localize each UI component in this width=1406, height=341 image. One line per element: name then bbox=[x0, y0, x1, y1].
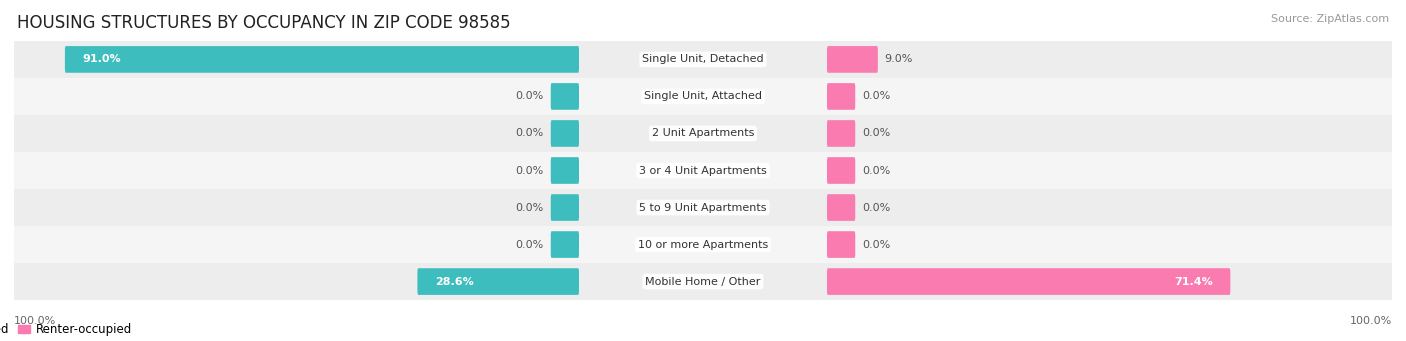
FancyBboxPatch shape bbox=[551, 120, 579, 147]
FancyBboxPatch shape bbox=[827, 231, 855, 258]
FancyBboxPatch shape bbox=[14, 189, 1392, 226]
FancyBboxPatch shape bbox=[65, 46, 579, 73]
Text: Source: ZipAtlas.com: Source: ZipAtlas.com bbox=[1271, 14, 1389, 24]
Text: 0.0%: 0.0% bbox=[516, 91, 544, 102]
Text: 0.0%: 0.0% bbox=[862, 165, 890, 176]
Text: Single Unit, Detached: Single Unit, Detached bbox=[643, 55, 763, 64]
FancyBboxPatch shape bbox=[418, 268, 579, 295]
FancyBboxPatch shape bbox=[551, 194, 579, 221]
FancyBboxPatch shape bbox=[14, 226, 1392, 263]
FancyBboxPatch shape bbox=[827, 194, 855, 221]
Text: 0.0%: 0.0% bbox=[516, 239, 544, 250]
Text: Single Unit, Attached: Single Unit, Attached bbox=[644, 91, 762, 102]
Text: 0.0%: 0.0% bbox=[862, 129, 890, 138]
Text: 2 Unit Apartments: 2 Unit Apartments bbox=[652, 129, 754, 138]
Text: 9.0%: 9.0% bbox=[884, 55, 912, 64]
FancyBboxPatch shape bbox=[827, 268, 1230, 295]
FancyBboxPatch shape bbox=[14, 263, 1392, 300]
FancyBboxPatch shape bbox=[827, 157, 855, 184]
Text: 71.4%: 71.4% bbox=[1174, 277, 1213, 286]
Text: 0.0%: 0.0% bbox=[516, 203, 544, 212]
Text: 0.0%: 0.0% bbox=[862, 203, 890, 212]
Text: 3 or 4 Unit Apartments: 3 or 4 Unit Apartments bbox=[640, 165, 766, 176]
Text: 0.0%: 0.0% bbox=[516, 129, 544, 138]
FancyBboxPatch shape bbox=[14, 115, 1392, 152]
FancyBboxPatch shape bbox=[14, 152, 1392, 189]
Text: 100.0%: 100.0% bbox=[1350, 316, 1392, 326]
FancyBboxPatch shape bbox=[14, 41, 1392, 78]
Text: HOUSING STRUCTURES BY OCCUPANCY IN ZIP CODE 98585: HOUSING STRUCTURES BY OCCUPANCY IN ZIP C… bbox=[17, 14, 510, 32]
FancyBboxPatch shape bbox=[551, 83, 579, 110]
FancyBboxPatch shape bbox=[827, 46, 877, 73]
Text: 0.0%: 0.0% bbox=[516, 165, 544, 176]
FancyBboxPatch shape bbox=[551, 231, 579, 258]
Text: Mobile Home / Other: Mobile Home / Other bbox=[645, 277, 761, 286]
Text: 28.6%: 28.6% bbox=[434, 277, 474, 286]
Text: 0.0%: 0.0% bbox=[862, 239, 890, 250]
Text: 91.0%: 91.0% bbox=[82, 55, 121, 64]
FancyBboxPatch shape bbox=[827, 83, 855, 110]
Text: 0.0%: 0.0% bbox=[862, 91, 890, 102]
Text: 10 or more Apartments: 10 or more Apartments bbox=[638, 239, 768, 250]
FancyBboxPatch shape bbox=[14, 78, 1392, 115]
FancyBboxPatch shape bbox=[827, 120, 855, 147]
Text: 100.0%: 100.0% bbox=[14, 316, 56, 326]
Text: 5 to 9 Unit Apartments: 5 to 9 Unit Apartments bbox=[640, 203, 766, 212]
Legend: Owner-occupied, Renter-occupied: Owner-occupied, Renter-occupied bbox=[0, 318, 138, 341]
FancyBboxPatch shape bbox=[551, 157, 579, 184]
